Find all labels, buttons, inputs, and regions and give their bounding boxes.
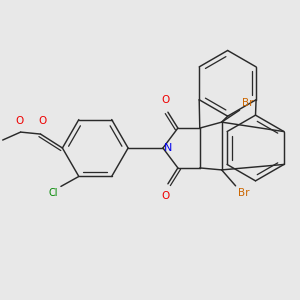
Text: O: O	[38, 116, 46, 126]
Text: Br: Br	[238, 188, 249, 198]
Text: N: N	[164, 143, 172, 153]
Text: O: O	[162, 191, 170, 201]
Text: O: O	[162, 95, 170, 105]
Text: Cl: Cl	[48, 188, 58, 198]
Text: Br: Br	[242, 98, 253, 108]
Text: O: O	[16, 116, 24, 126]
